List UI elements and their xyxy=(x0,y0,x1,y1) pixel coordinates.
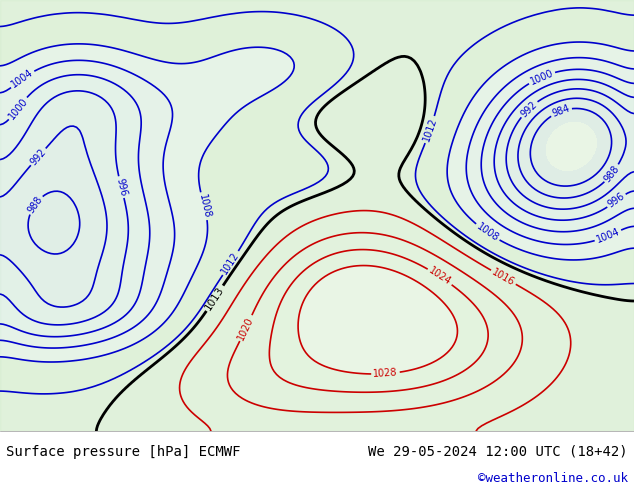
Text: 984: 984 xyxy=(551,103,571,119)
Text: 1008: 1008 xyxy=(474,221,500,244)
Text: ©weatheronline.co.uk: ©weatheronline.co.uk xyxy=(477,472,628,485)
Text: 1024: 1024 xyxy=(427,266,453,288)
Text: 996: 996 xyxy=(606,191,627,210)
Text: 1013: 1013 xyxy=(204,285,226,312)
Text: 1020: 1020 xyxy=(236,315,256,342)
Text: 1004: 1004 xyxy=(595,227,621,245)
Text: 1012: 1012 xyxy=(422,117,439,143)
Text: 1008: 1008 xyxy=(197,193,212,219)
Text: 1012: 1012 xyxy=(220,250,242,276)
Text: 996: 996 xyxy=(114,177,128,197)
Text: 1028: 1028 xyxy=(373,368,398,379)
Text: 988: 988 xyxy=(602,163,621,184)
Text: We 29-05-2024 12:00 UTC (18+42): We 29-05-2024 12:00 UTC (18+42) xyxy=(368,445,628,459)
Text: 1000: 1000 xyxy=(6,96,30,121)
Text: Surface pressure [hPa] ECMWF: Surface pressure [hPa] ECMWF xyxy=(6,445,241,459)
Text: 992: 992 xyxy=(29,147,48,167)
Text: 988: 988 xyxy=(26,194,44,215)
Text: 992: 992 xyxy=(519,99,539,119)
Text: 1016: 1016 xyxy=(490,267,517,288)
Text: 1000: 1000 xyxy=(528,68,555,87)
Text: 1004: 1004 xyxy=(10,68,35,90)
